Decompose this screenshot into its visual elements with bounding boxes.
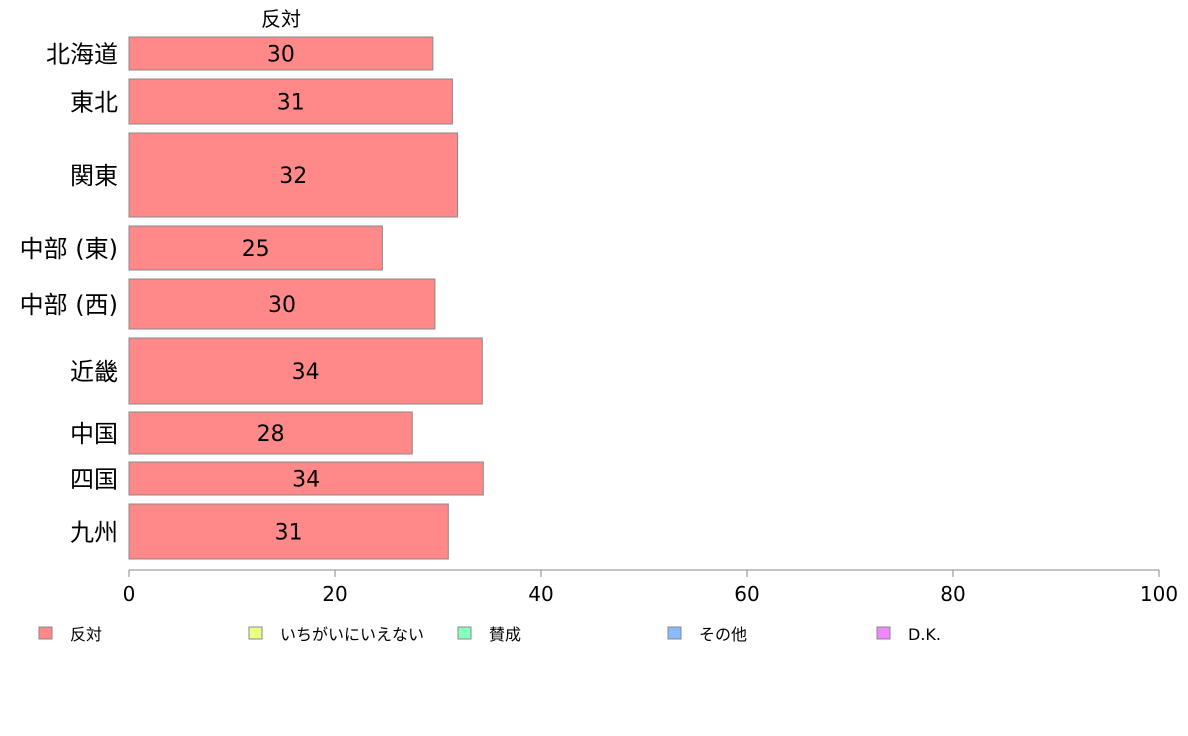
category-label: 近畿 [70, 358, 118, 386]
legend-swatch [667, 626, 682, 640]
bar-value-label: 34 [292, 468, 320, 493]
legend-label: その他 [699, 625, 747, 644]
bar-value-label: 32 [279, 164, 307, 189]
category-label: 中部 (東) [20, 235, 118, 263]
bars-layer: 30 北海道 31 東北 32 関東 25 中部 (東) 30 中部 (西) 34 近畿 28 中国 34 四… [20, 36, 484, 560]
category-label: 九州 [70, 519, 118, 547]
legend-swatch [38, 626, 53, 640]
category-label: 関東 [70, 162, 118, 190]
bar-value-label: 31 [275, 521, 303, 546]
x-tick-label: 40 [528, 582, 553, 606]
bar-value-label: 31 [277, 91, 305, 116]
x-tick-label: 0 [123, 582, 136, 606]
legend-swatch [876, 626, 891, 640]
category-label: 東北 [70, 89, 118, 117]
bar [128, 36, 434, 71]
legend-label: 反対 [70, 625, 102, 644]
legend-swatch [248, 626, 263, 640]
legend: 反対 いちがいにいえない 賛成 その他 D.K. [38, 625, 941, 644]
x-tick-label: 60 [734, 582, 759, 606]
legend-label: 賛成 [489, 625, 521, 644]
bar [128, 411, 413, 455]
bar [128, 278, 436, 330]
x-tick-label: 20 [322, 582, 347, 606]
bar [128, 503, 449, 560]
bar [128, 225, 383, 271]
category-label: 四国 [70, 466, 118, 494]
bar-value-label: 30 [268, 293, 296, 318]
x-tick-label: 80 [940, 582, 965, 606]
bar-value-label: 28 [257, 422, 285, 447]
legend-swatch [457, 626, 472, 640]
x-tick-label: 100 [1140, 582, 1178, 606]
bar-value-label: 25 [242, 237, 270, 262]
category-label: 中部 (西) [20, 291, 118, 319]
series-title: 反対 [261, 7, 301, 31]
legend-label: いちがいにいえない [280, 625, 424, 644]
bar-value-label: 30 [267, 43, 295, 68]
category-label: 中国 [70, 420, 118, 448]
x-axis: 0 20 40 60 80 100 [123, 569, 1178, 606]
bar-value-label: 34 [292, 360, 320, 385]
legend-label: D.K. [908, 625, 941, 644]
bar [128, 78, 453, 125]
bar [128, 132, 459, 218]
bar [128, 461, 484, 496]
category-label: 北海道 [46, 41, 118, 69]
bar [128, 337, 483, 405]
